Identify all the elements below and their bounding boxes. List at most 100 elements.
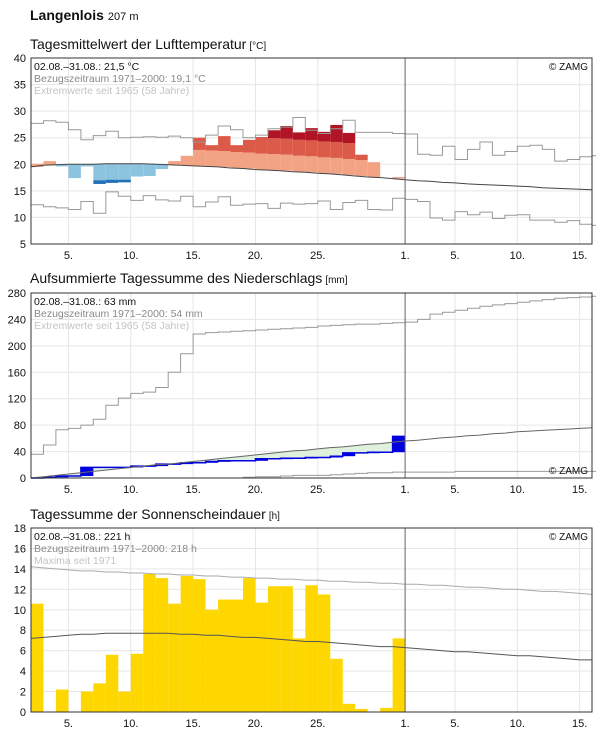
y-tick-label: 6 [20,646,26,658]
sunshine-bar [330,658,343,712]
sunshine-bar [80,691,94,712]
temp-anomaly-bar [255,137,268,154]
x-tick-label: 10. [510,718,525,729]
info-period-value: 02.08.–31.08.: 21,5 °C [34,61,140,73]
x-tick-label: 5. [450,484,459,496]
station-name: Langenlois [30,7,104,23]
temp-anomaly-bar [180,155,194,166]
y-tick-label: 5 [20,239,26,251]
x-tick-label: 10. [123,250,138,262]
y-tick-label: 25 [14,133,26,145]
x-tick-label: 20. [248,718,263,729]
temp-anomaly-bar [80,164,94,167]
precip-increment-bar [342,452,356,457]
station-altitude: 207 m [107,11,139,23]
info-reference-value: Bezugszeitraum 1971–2000: 19,1 °C [34,73,206,85]
temp-anomaly-bar [93,164,106,181]
x-tick-label: 5. [64,484,73,496]
temp-anomaly-bar [292,139,306,156]
x-tick-label: 25. [310,718,325,729]
y-tick-label: 0 [20,707,26,719]
sunshine-bar [118,691,131,712]
sunshine-bar [242,578,256,712]
temp-anomaly-bar [155,164,169,170]
sunshine-bar [180,576,194,712]
sunshine-bar [93,683,106,712]
y-tick-label: 4 [20,666,26,678]
temp-anomaly-bar [31,163,44,167]
plot-frame [30,57,593,245]
x-tick-label: 15. [185,484,200,496]
temp-anomaly-bar [193,137,206,150]
x-tick-label: 10. [123,484,138,496]
temp-anomaly-bar [118,163,131,180]
sunshine-bar [130,653,144,712]
x-tick-label: 25. [310,484,325,496]
precip-max-line [31,295,596,455]
temp-anomaly-bar [292,132,306,140]
temp-anomaly-bar [317,141,331,158]
sunshine-bar [267,586,281,712]
temp-anomaly-bar [55,164,69,167]
y-tick-label: 12 [14,584,26,596]
precipitation-title-text: Aufsummierte Tagessumme des Niederschlag… [30,270,323,286]
precipitation-unit: [mm] [325,275,348,286]
temp-anomaly-bar [218,136,231,151]
temp-anomaly-bar [280,126,293,139]
sunshine-max-line [30,566,593,595]
x-tick-label: 20. [248,250,263,262]
temp-anomaly-bar [230,152,243,169]
y-tick-label: 80 [14,420,26,432]
x-tick-label: 15. [572,250,587,262]
temp-anomaly-bar [267,130,281,139]
temp-anomaly-bar [130,163,144,177]
info-period-value: 02.08.–31.08.: 63 mm [34,296,136,308]
sunshine-bar [105,654,119,712]
precip-normal-line [30,427,593,479]
x-tick-label: 10. [123,718,138,729]
temp-anomaly-bar [355,160,368,176]
temp-anomaly-bar [68,164,81,179]
temp-anomaly-bar [267,138,281,155]
x-tick-label: 1. [401,250,410,262]
sunshine-bar [230,599,243,712]
x-tick-label: 15. [572,484,587,496]
temp-anomaly-bar [267,154,281,171]
sunshine-bar [355,708,368,712]
temp-anomaly-bar [305,156,318,173]
temperature-title-text: Tagesmittelwert der Lufttemperatur [30,36,247,52]
sunshine-bar [292,638,306,712]
temp-anomaly-bar [255,153,268,170]
temp-anomaly-bar [330,124,343,142]
temp-anomaly-bar [305,140,318,157]
temp-anomaly-bar [367,162,381,178]
y-tick-label: 10 [14,212,26,224]
info-reference-value: Bezugszeitraum 1971–2000: 218 h [34,543,197,555]
temp-anomaly-bar [392,177,406,179]
y-tick-label: 16 [14,543,26,555]
temp-anomaly-bar [330,141,343,158]
temp-anomaly-bar [105,163,119,180]
temp-anomaly-bar [355,154,368,161]
temp-anomaly-bar [342,158,356,175]
temp-anomaly-bar [305,128,318,141]
temp-anomaly-bar [342,143,356,159]
temp-anomaly-bar [118,179,131,183]
temp-anomaly-bar [342,132,356,144]
precip-increment-bar [155,464,169,467]
temperature-unit: [°C] [249,41,267,52]
x-tick-label: 15. [185,718,200,729]
temp-anomaly-bar [317,131,331,142]
x-tick-label: 10. [510,250,525,262]
sunshine-bar [305,585,318,712]
temp-anomaly-bar [143,163,156,176]
y-tick-label: 8 [20,625,26,637]
y-tick-label: 35 [14,80,26,92]
temp-anomaly-bar [242,139,256,153]
sunshine-bar [193,579,206,712]
y-tick-label: 0 [20,473,26,485]
y-tick-label: 30 [14,106,26,118]
y-tick-label: 10 [14,605,26,617]
